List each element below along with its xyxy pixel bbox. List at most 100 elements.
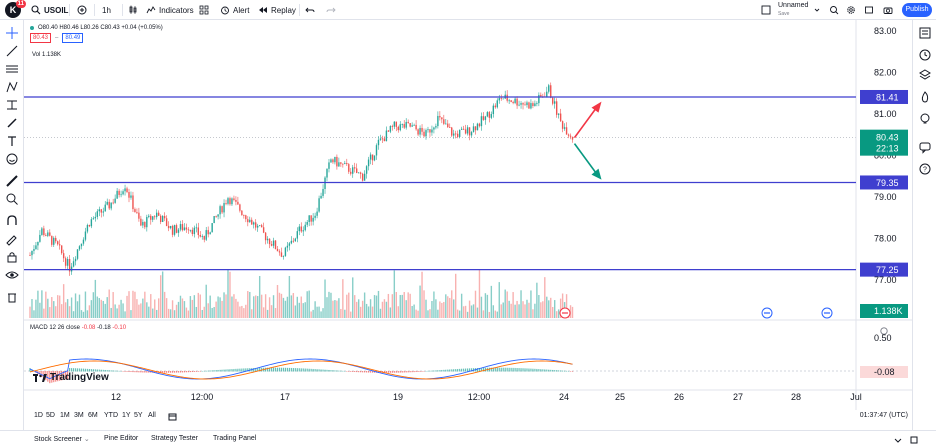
candle-body [462, 128, 465, 130]
macd-histogram-bar [560, 370, 562, 372]
volume-tag[interactable] [860, 304, 908, 318]
macd-histogram-bar [453, 369, 455, 372]
range-button-5y[interactable]: 5Y [134, 412, 143, 419]
magnet-icon[interactable] [5, 214, 19, 228]
arrow-down-line[interactable] [573, 143, 598, 175]
candle-body [423, 131, 425, 137]
macd-histogram-bar [209, 370, 211, 372]
volume-bar [310, 311, 312, 318]
replay-button[interactable]: Replay [258, 0, 296, 20]
trash-icon[interactable] [5, 290, 19, 304]
chat-icon[interactable] [918, 140, 932, 154]
hotlist-icon[interactable] [918, 90, 932, 104]
volume-bar [334, 300, 336, 318]
time-utc[interactable]: 01:37:47 (UTC) [859, 412, 908, 419]
volume-bar [490, 285, 493, 318]
crosshair-icon[interactable] [5, 26, 19, 40]
range-button-1d[interactable]: 1D [34, 412, 43, 419]
notifications-icon[interactable]: ? [918, 162, 932, 176]
arrow-up-head[interactable] [591, 101, 602, 113]
user-avatar[interactable]: K 11 [5, 0, 26, 18]
price-chart[interactable]: 83.0082.0081.0080.0079.0078.0077.0081.41… [24, 20, 912, 430]
pattern-icon[interactable] [5, 80, 19, 94]
range-button-ytd[interactable]: YTD [104, 412, 118, 419]
range-button-5d[interactable]: 5D [46, 412, 55, 419]
lightbulb-icon[interactable] [918, 112, 932, 126]
symbol-search[interactable]: USOIL [31, 0, 68, 20]
undo-button[interactable] [305, 0, 315, 20]
volume-bar [136, 299, 138, 318]
range-button-1m[interactable]: 1M [60, 412, 70, 419]
volume-bar [33, 310, 35, 318]
event-markers[interactable] [559, 307, 833, 319]
layout-checkbox[interactable] [761, 0, 771, 20]
indicators-button[interactable]: Indicators [146, 0, 194, 20]
candle-body [393, 121, 396, 127]
arrow-down-head[interactable] [591, 168, 602, 180]
volume-bar [423, 290, 425, 318]
layout-menu-button[interactable] [812, 0, 822, 20]
quick-search-button[interactable] [829, 0, 839, 20]
last-price-tag[interactable] [860, 129, 908, 156]
candle-body [443, 119, 445, 124]
macd-histogram-bar [320, 369, 322, 372]
macd-histogram-bar [413, 371, 415, 373]
horizontal-lines-icon[interactable] [5, 62, 19, 76]
zoom-in-icon[interactable] [5, 192, 19, 206]
brush-icon[interactable] [5, 116, 19, 130]
tab-pine-editor[interactable]: Pine Editor [104, 435, 139, 442]
lock-icon[interactable] [5, 250, 19, 264]
hline-price-tag[interactable] [860, 175, 908, 190]
volume-bar [62, 284, 65, 318]
horizontal-lines[interactable] [24, 96, 856, 271]
tab-stock-screener[interactable]: Stock Screener ⌄ [34, 436, 90, 443]
range-button-1y[interactable]: 1Y [122, 412, 131, 419]
time-axis[interactable]: 12 12:00 17 19 12:00 24 25 26 27 28 Jul [111, 392, 862, 402]
templates-button[interactable] [199, 0, 209, 20]
tab-trading-panel[interactable]: Trading Panel [213, 435, 257, 442]
hline-price-tag[interactable] [860, 89, 908, 104]
price-axis[interactable]: 83.0082.0081.0080.0079.0078.0077.0081.41… [860, 26, 908, 378]
range-button-all[interactable]: All [148, 412, 156, 419]
arrow-annotations[interactable] [573, 101, 602, 180]
measure-icon[interactable] [5, 98, 19, 112]
tab-strategy-tester[interactable]: Strategy Tester [151, 435, 198, 442]
macd-value-tag[interactable] [860, 366, 908, 378]
lock-drawing-icon[interactable] [5, 232, 19, 246]
range-button-6m[interactable]: 6M [88, 412, 98, 419]
candle-body [540, 94, 542, 97]
ruler-icon[interactable] [5, 174, 19, 188]
axis-settings-icon[interactable] [880, 327, 888, 335]
bid-price[interactable]: 80.43 [30, 33, 52, 43]
maximize-panel-icon[interactable] [910, 436, 918, 444]
volume-bar [235, 298, 237, 318]
ask-price[interactable]: 80.49 [62, 33, 84, 43]
layers-icon[interactable] [918, 68, 932, 82]
fullscreen-button[interactable] [864, 0, 874, 20]
volume-bar [338, 298, 340, 318]
clock-icon[interactable] [918, 48, 932, 62]
eye-icon[interactable] [5, 268, 19, 282]
collapse-panel-icon[interactable] [894, 436, 902, 444]
hline-price-tag[interactable] [860, 262, 908, 277]
text-icon[interactable] [5, 134, 19, 148]
range-button-3m[interactable]: 3M [74, 412, 84, 419]
trend-line-icon[interactable] [5, 44, 19, 58]
candle-body [169, 225, 172, 229]
candle-body [102, 211, 104, 213]
redo-button[interactable] [326, 0, 336, 20]
volume-bar [302, 303, 304, 318]
chart-type-button[interactable] [128, 0, 138, 20]
watchlist-icon[interactable] [918, 26, 932, 40]
compare-symbol-button[interactable] [77, 0, 87, 20]
alert-button[interactable]: Alert [220, 0, 249, 20]
arrow-up-line[interactable] [573, 107, 598, 139]
snapshot-button[interactable] [883, 0, 893, 20]
layout-name-button[interactable]: Unnamed Save [778, 2, 808, 18]
settings-button[interactable] [846, 0, 856, 20]
interval-button[interactable]: 1h [102, 0, 111, 20]
calendar-icon[interactable] [168, 412, 177, 421]
publish-button[interactable]: Publish [902, 3, 932, 17]
macd-histogram-bar [138, 371, 140, 373]
emoji-icon[interactable] [5, 152, 19, 166]
